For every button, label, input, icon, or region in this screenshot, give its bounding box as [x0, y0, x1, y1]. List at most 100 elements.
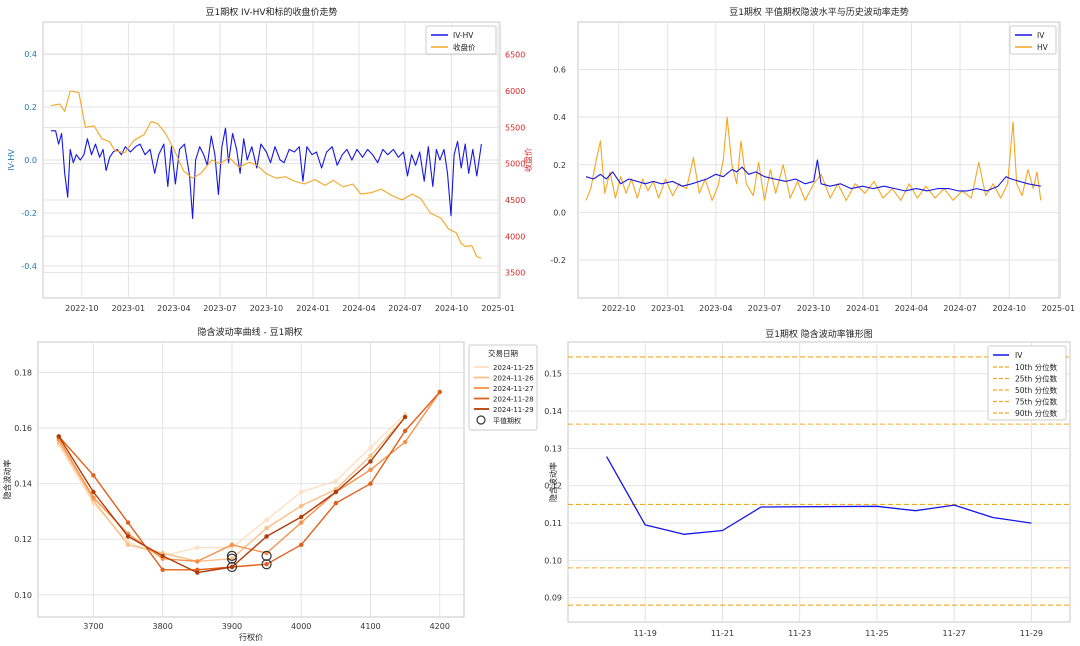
p3-point-2024-11-28	[333, 500, 339, 506]
p4-legend-label: IV	[1015, 351, 1023, 360]
p3-point-2024-11-28	[368, 481, 373, 486]
p3-point-2024-11-29	[333, 489, 339, 495]
p1-y2-tick-label: 3500	[505, 269, 525, 278]
p3-point-2024-11-29	[56, 434, 61, 439]
p1-chart-title: 豆1期权 IV-HV和标的收盘价走势	[205, 6, 337, 18]
p3-point-2024-11-27	[91, 495, 96, 500]
p3-legend-label: 2024-11-27	[493, 385, 534, 393]
p3-point-2024-11-27	[402, 439, 408, 445]
p3-point-2024-11-25	[195, 545, 200, 550]
p3-y-tick-label: 0.10	[14, 591, 32, 600]
p1-y-tick-label: -0.2	[21, 209, 37, 218]
p1-y2-tick-label: 4000	[505, 232, 525, 241]
p3-point-2024-11-29	[125, 534, 131, 539]
p1-x-tick-label: 2024-04	[342, 304, 375, 313]
p3-chart-title: 隐含波动率曲线 - 豆1期权	[198, 326, 303, 338]
p3-legend-title: 交易日期	[488, 348, 518, 358]
p3-point-2024-11-25	[333, 478, 339, 484]
p3-point-2024-11-28	[402, 428, 408, 434]
p3-x-tick-label: 3900	[222, 622, 242, 631]
p1-y-tick-label: -0.4	[21, 262, 37, 271]
p2-series-iv	[585, 159, 1041, 192]
p3-point-2024-11-26	[264, 525, 269, 531]
p3-point-2024-11-29	[195, 570, 200, 575]
p4-y-tick-label: 0.10	[544, 556, 562, 565]
p1-y2-tick-label: 6000	[505, 87, 525, 96]
p4-x-tick-label: 11-19	[634, 629, 657, 638]
p4-y-tick-label: 0.13	[544, 444, 562, 453]
p3-point-2024-11-26	[368, 453, 373, 459]
p1-x-tick-label: 2022-10	[65, 304, 98, 313]
p1-x-tick-label: 2023-01	[112, 304, 145, 313]
p3-point-2024-11-26	[299, 503, 304, 509]
p3-series-2024-11-27	[58, 391, 441, 563]
p3-atm-marker	[226, 550, 238, 561]
p1-x-tick-label: 2024-10	[435, 304, 468, 313]
p3-series-2024-11-28	[58, 391, 441, 571]
p1-y-axis-label: IV-HV	[7, 149, 16, 171]
p4-legend-label: 75th 分位数	[1015, 397, 1058, 407]
p3-point-2024-11-28	[299, 542, 304, 547]
p4-x-tick-label: 11-23	[788, 629, 811, 638]
p3-point-2024-11-28	[125, 520, 131, 525]
p4-plot-frame	[567, 341, 1071, 623]
p3-point-2024-11-29	[299, 514, 304, 520]
p4-panel: 11-19 11-21 11-23 11-25 11-27 11-29 0.09 0.10 0.…	[544, 328, 1071, 638]
p3-point-2024-11-25	[368, 445, 373, 450]
p3-point-2024-11-25	[264, 517, 269, 522]
p2-x-tick-label: 2024-07	[943, 304, 976, 313]
p3-point-2024-11-29	[229, 564, 235, 570]
p2-x-tick-label: 2023-10	[797, 304, 830, 313]
p2-x-tick-label: 2023-07	[748, 304, 781, 313]
p3-panel: 3700 3800 3900 4000 4100 4200 0.10 0.12 0.14 0.16…	[2, 326, 538, 642]
p1-x-tick-label: 2025-01	[481, 304, 514, 313]
p2-x-tick-label: 2023-01	[651, 304, 684, 313]
p1-y2-tick-label: 4500	[505, 196, 525, 205]
p3-legend-label: 2024-11-29	[493, 406, 534, 414]
p2-x-tick-label: 2025-01	[1042, 304, 1075, 313]
p4-y-tick-label: 0.14	[544, 407, 562, 416]
p3-x-tick-label: 4000	[291, 622, 311, 631]
p2-chart-title: 豆1期权 平值期权隐波水平与历史波动率走势	[729, 6, 909, 18]
p1-panel: 2022-10 2023-01 2023-04 2023-07 2023-10 2024-…	[7, 6, 533, 313]
p3-point-2024-11-29	[91, 489, 96, 495]
p1-legend-label: 收盘价	[453, 42, 476, 52]
p1-y-tick-label: 0.4	[24, 50, 37, 59]
p1-series-iv-hv	[51, 127, 482, 219]
p3-x-tick-label: 4200	[430, 622, 450, 631]
p2-y-tick-label: -0.2	[550, 256, 566, 265]
p1-x-tick-label: 2023-07	[203, 304, 236, 313]
p4-chart-title: 豆1期权 隐含波动率锥形图	[765, 328, 873, 340]
p3-point-2024-11-27	[195, 559, 200, 564]
p3-point-2024-11-28	[437, 389, 442, 395]
p2-legend: IV HV	[1009, 25, 1057, 55]
p4-y-tick-label: 0.15	[544, 370, 562, 379]
p3-point-2024-11-28	[160, 567, 165, 572]
p4-y-axis-label: 隐含波动率	[548, 462, 558, 502]
p1-y2-axis-label: 收盘价	[523, 148, 533, 172]
p3-x-tick-label: 4100	[360, 622, 380, 631]
p1-y2-tick-label: 5500	[505, 123, 525, 132]
p3-point-2024-11-29	[368, 459, 373, 464]
p3-legend-label: 2024-11-25	[493, 364, 534, 372]
p3-x-tick-label: 3700	[83, 622, 103, 631]
p2-plot-frame	[577, 21, 1061, 299]
p2-legend-box	[1009, 25, 1057, 55]
p3-point-2024-11-27	[299, 520, 304, 525]
p3-y-tick-label: 0.18	[14, 369, 32, 378]
p3-atm-marker	[226, 553, 238, 564]
p3-atm-marker	[226, 561, 238, 573]
p1-x-tick-label: 2024-01	[296, 304, 329, 313]
p1-x-tick-label: 2023-04	[157, 304, 190, 313]
p3-y-tick-label: 0.14	[14, 480, 32, 489]
p4-series-iv	[606, 456, 1032, 535]
p3-point-2024-11-25	[299, 489, 304, 495]
p3-point-2024-11-28	[91, 473, 96, 478]
p1-y2-tick-label: 6500	[505, 51, 525, 60]
p3-legend-label: 2024-11-26	[493, 375, 534, 383]
p4-y-tick-label: 0.11	[544, 519, 562, 528]
p2-x-tick-label: 2022-10	[602, 304, 635, 313]
p4-x-tick-label: 11-27	[943, 629, 966, 638]
p2-x-tick-label: 2023-04	[699, 304, 732, 313]
